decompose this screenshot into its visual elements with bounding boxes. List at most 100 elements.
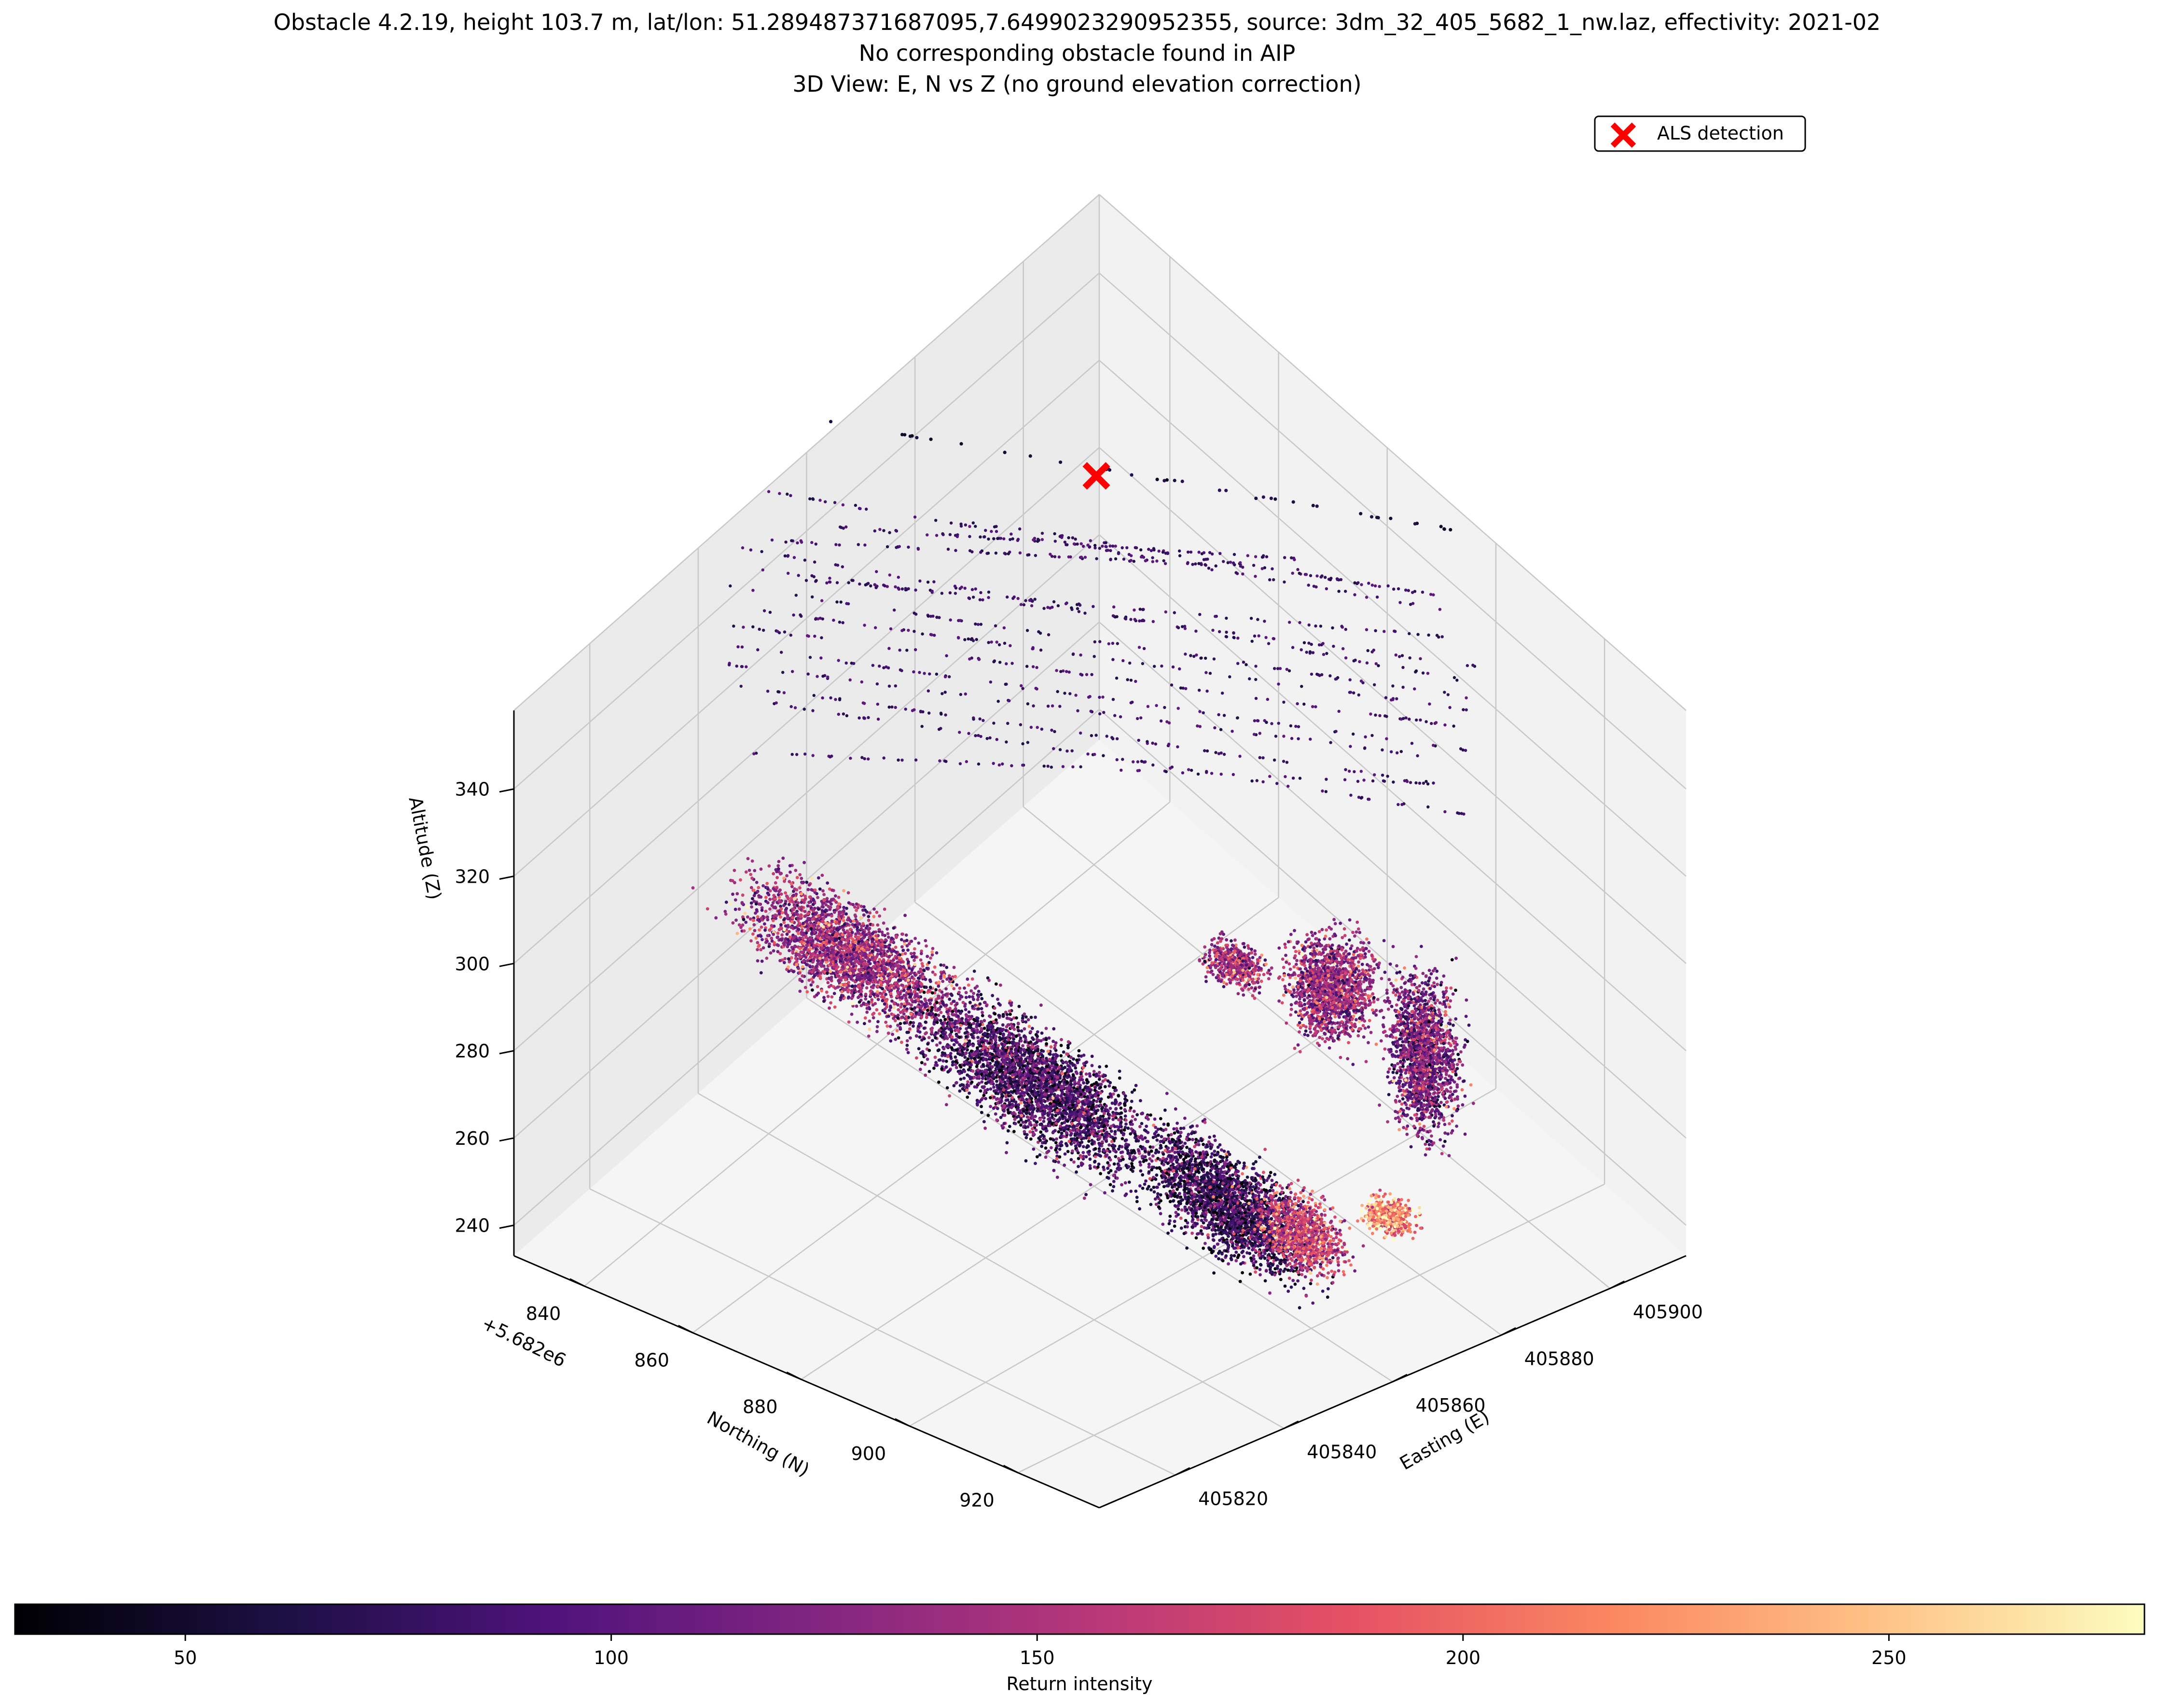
canopy-point xyxy=(786,897,790,901)
canopy-point xyxy=(780,933,784,937)
canopy-point xyxy=(967,1010,971,1014)
wire-point xyxy=(1370,734,1374,737)
wire-point xyxy=(1021,742,1024,746)
canopy-point xyxy=(767,864,771,868)
wire-point xyxy=(1190,768,1193,772)
canopy-point xyxy=(893,1002,896,1006)
canopy-point xyxy=(1031,1027,1034,1030)
wire-point xyxy=(1104,541,1107,544)
wire-point xyxy=(1208,671,1212,675)
wire-point xyxy=(1107,642,1110,646)
wire-point xyxy=(1019,723,1023,726)
wire-point xyxy=(1194,562,1197,566)
canopy-point xyxy=(842,946,846,950)
wire-point xyxy=(1246,554,1249,557)
wire-point xyxy=(1413,590,1417,593)
wire-point xyxy=(1298,571,1301,575)
wire-point xyxy=(1391,684,1395,688)
wire-point xyxy=(1063,692,1066,695)
canopy-point xyxy=(941,980,945,983)
canopy-point xyxy=(792,893,795,897)
wire-point xyxy=(1200,563,1203,567)
canopy-point xyxy=(900,983,903,987)
canopy-point xyxy=(770,936,774,940)
canopy-point xyxy=(824,943,828,946)
canopy-point xyxy=(911,955,914,958)
canopy-point xyxy=(917,1047,921,1051)
wire-point xyxy=(1122,557,1126,561)
wire-point xyxy=(1341,647,1345,651)
canopy-point xyxy=(810,876,814,880)
wire-point xyxy=(1102,711,1106,714)
wire-point xyxy=(1314,624,1317,628)
wire-point xyxy=(838,620,842,624)
wire-point xyxy=(1365,596,1369,599)
canopy-point xyxy=(874,934,878,938)
wire-point xyxy=(930,633,934,637)
wire-point xyxy=(1009,644,1012,648)
wire-point xyxy=(1053,532,1056,536)
canopy-point xyxy=(853,913,857,917)
wire-point xyxy=(935,672,939,676)
canopy-point xyxy=(922,990,926,994)
canopy-point xyxy=(802,959,805,963)
wire-point xyxy=(1261,756,1265,760)
canopy-point xyxy=(837,979,841,983)
wire-point xyxy=(1142,647,1146,651)
wire-point xyxy=(783,554,787,558)
canopy-point xyxy=(858,986,862,990)
canopy-point xyxy=(775,876,779,879)
canopy-point xyxy=(862,905,866,909)
canopy-point xyxy=(916,998,920,1001)
wire-point xyxy=(1006,595,1009,599)
wire-point xyxy=(1225,630,1228,634)
wire-point xyxy=(1424,720,1428,723)
canopy-point xyxy=(759,971,763,974)
wire-point xyxy=(1317,643,1321,647)
wire-point xyxy=(1050,728,1053,732)
canopy-point xyxy=(876,949,880,953)
wire-point xyxy=(1400,803,1404,806)
wire-point xyxy=(1248,677,1251,680)
wire-point xyxy=(1389,516,1393,520)
canopy-point xyxy=(871,980,874,984)
canopy-point xyxy=(875,937,879,941)
canopy-point xyxy=(798,886,802,890)
wire-point xyxy=(1414,781,1418,785)
canopy-point xyxy=(907,960,910,964)
wire-point xyxy=(926,614,930,618)
canopy-point xyxy=(881,987,884,990)
canopy-point xyxy=(867,1000,871,1004)
canopy-point xyxy=(1062,1050,1065,1054)
wire-point xyxy=(926,689,930,693)
wire-point xyxy=(1298,621,1301,625)
wire-point xyxy=(967,637,970,641)
wire-point xyxy=(821,696,824,700)
wire-point xyxy=(1141,608,1145,611)
wire-point xyxy=(794,594,798,597)
canopy-point xyxy=(886,935,890,939)
wire-point xyxy=(1141,618,1145,622)
wire-point xyxy=(1035,666,1038,669)
wire-point xyxy=(1161,551,1165,554)
canopy-point xyxy=(961,1000,965,1004)
wire-point xyxy=(913,515,917,519)
wire-point xyxy=(1258,732,1261,735)
canopy-point xyxy=(832,965,836,969)
canopy-point xyxy=(995,1021,999,1025)
wire-point xyxy=(1205,770,1208,773)
wire-point xyxy=(821,674,825,678)
canopy-point xyxy=(905,1039,909,1042)
wire-point xyxy=(1165,478,1169,482)
wire-point xyxy=(1377,664,1380,667)
canopy-point xyxy=(849,933,853,937)
wire-point xyxy=(1173,611,1176,614)
canopy-point xyxy=(845,965,849,969)
wire-point xyxy=(740,645,744,649)
canopy-point xyxy=(903,1021,907,1025)
wire-point xyxy=(1026,702,1030,706)
canopy-point xyxy=(817,944,821,947)
canopy-point xyxy=(833,1005,837,1009)
canopy-point xyxy=(888,1025,892,1028)
canopy-point xyxy=(830,919,834,923)
